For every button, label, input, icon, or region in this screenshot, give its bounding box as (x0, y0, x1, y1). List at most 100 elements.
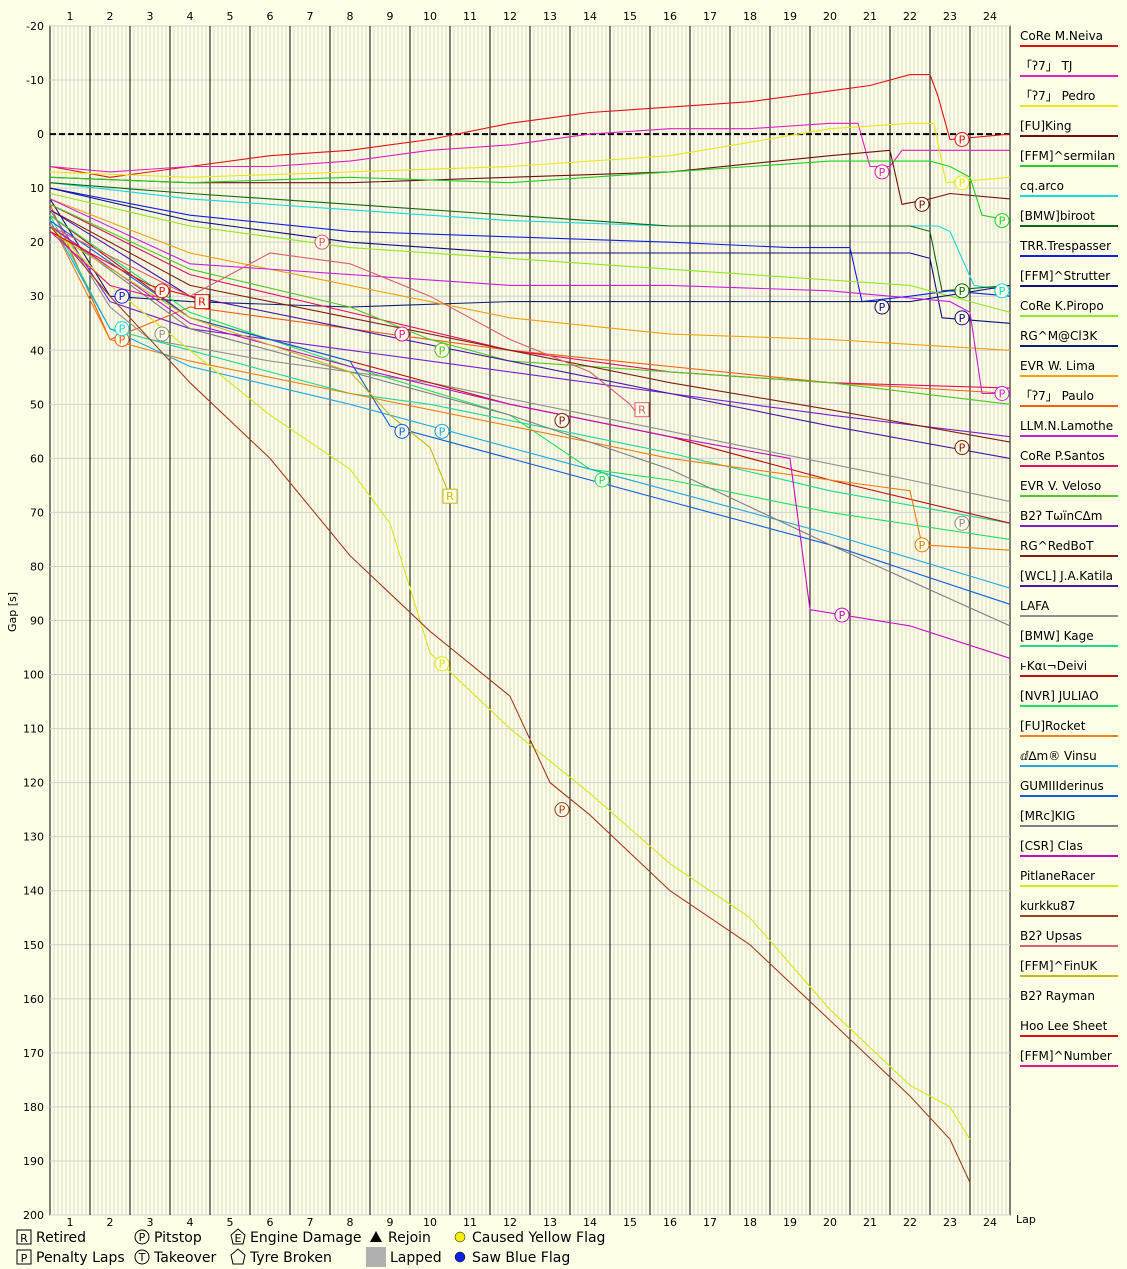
y-tick-label: 0 (37, 128, 44, 141)
axes: -20-100102030405060708090100110120130140… (23, 10, 997, 1229)
legend-entry-label: LAFA (1020, 599, 1050, 613)
y-tick-label: 30 (30, 290, 44, 303)
grid (49, 25, 1011, 1216)
key-pentagon-letter: E (235, 1232, 242, 1245)
key-label: Penalty Laps (36, 1250, 125, 1266)
series-line-27 (49, 225, 1011, 627)
x-tick-label-top: 9 (387, 10, 394, 23)
key-label: Takeover (153, 1250, 216, 1266)
pitstop-marker (154, 326, 170, 342)
key-label: Saw Blue Flag (472, 1250, 570, 1266)
series-line-31 (49, 225, 639, 416)
legend-entry-label: 「ʔ7」 Paulo (1020, 389, 1094, 403)
marker-letter: P (119, 323, 126, 336)
x-tick-label-top: 1 (67, 10, 74, 23)
y-tick-label: 130 (23, 831, 44, 844)
legend-entry-label: [MRc]KIG (1020, 809, 1075, 823)
series-line-4 (49, 149, 1011, 205)
x-tick-label-top: 14 (583, 10, 597, 23)
x-tick-label-bottom: 4 (187, 1216, 194, 1229)
marker-letter: R (198, 296, 206, 309)
key-box-letter: P (21, 1252, 28, 1265)
marker-letter: P (999, 215, 1006, 228)
legend-entry-label: GUMIIIderinus (1020, 779, 1104, 793)
y-tick-label: 70 (30, 506, 44, 519)
legend-entry-label: 「ʔ7」 TJ (1020, 59, 1072, 73)
x-tick-label-bottom: 17 (703, 1216, 717, 1229)
series-line-17 (49, 209, 1011, 438)
x-tick-label-bottom: 9 (387, 1216, 394, 1229)
marker-letter: P (159, 285, 166, 298)
y-tick-label: -20 (26, 20, 44, 33)
x-tick-label-bottom: 24 (983, 1216, 997, 1229)
x-tick-label-bottom: 20 (823, 1216, 837, 1229)
x-tick-label-bottom: 15 (623, 1216, 637, 1229)
key-label: Rejoin (388, 1230, 431, 1246)
legend-entry-label: CoRe M.Neiva (1020, 29, 1103, 43)
pitstop-marker (914, 537, 930, 553)
series-line-3 (49, 122, 1011, 184)
key-box-icon (16, 1229, 32, 1245)
y-tick-label: 140 (23, 885, 44, 898)
marker-letter: P (119, 290, 126, 303)
series-line-18 (49, 209, 1011, 443)
marker-letter: P (119, 333, 126, 346)
legend-entry-label: [BMW]biroot (1020, 209, 1095, 223)
series-line-8 (49, 187, 1011, 303)
legend-entry-label: B2ʔ Upsas (1020, 929, 1082, 943)
pitstop-marker (394, 423, 410, 439)
x-tick-label-bottom: 8 (347, 1216, 354, 1229)
legend-entry-label: Hoo Lee Sheet (1020, 1019, 1108, 1033)
x-tick-label-bottom: 19 (783, 1216, 797, 1229)
marker-letter: P (439, 425, 446, 438)
pitstop-marker (994, 386, 1010, 402)
x-tick-label-top: 21 (863, 10, 877, 23)
key-circle-icon (134, 1229, 150, 1245)
marker-letter: R (638, 404, 646, 417)
legend-entry-label: TRR.Trespasser (1019, 239, 1111, 253)
pitstop-marker (434, 423, 450, 439)
y-tick-label: 160 (23, 993, 44, 1006)
x-tick-label-top: 4 (187, 10, 194, 23)
y-tick-label: 90 (30, 615, 44, 628)
x-tick-label-top: 3 (147, 10, 154, 23)
key-box-letter: R (20, 1232, 28, 1245)
pitstop-marker (954, 283, 970, 299)
marker-letter: P (999, 388, 1006, 401)
x-tick-label-top: 16 (663, 10, 677, 23)
legend-entry-label: B2ʔ Rayman (1020, 989, 1095, 1003)
x-tick-label-bottom: 7 (307, 1216, 314, 1229)
x-tick-label-top: 18 (743, 10, 757, 23)
pitstop-marker (954, 310, 970, 326)
marker-letter: P (559, 804, 566, 817)
pitstop-marker (434, 656, 450, 672)
marker-letter: P (879, 166, 886, 179)
marker-letter: P (959, 133, 966, 146)
series-line-23 (49, 214, 1011, 540)
x-tick-label-top: 24 (983, 10, 997, 23)
x-axis-label: Lap (1016, 1213, 1036, 1226)
key-circle-letter: P (139, 1231, 146, 1244)
x-tick-label-bottom: 1 (67, 1216, 74, 1229)
x-tick-label-bottom: 5 (227, 1216, 234, 1229)
y-tick-label: 190 (23, 1155, 44, 1168)
key-label: Lapped (390, 1250, 442, 1266)
x-tick-label-bottom: 3 (147, 1216, 154, 1229)
marker-letter: P (399, 328, 406, 341)
y-tick-label: 100 (23, 669, 44, 682)
legend-entry-label: B2ʔ TѡïnCΔm (1020, 509, 1102, 523)
marker-letter: P (399, 425, 406, 438)
retired-marker (442, 488, 458, 504)
series-line-5 (49, 160, 1011, 222)
x-tick-label-top: 22 (903, 10, 917, 23)
retired-marker (634, 402, 650, 418)
y-tick-label: 40 (30, 344, 44, 357)
pitstop-marker (954, 175, 970, 191)
pitstop-marker (954, 515, 970, 531)
y-tick-label: 60 (30, 452, 44, 465)
series-line-30 (49, 225, 971, 1183)
pitstop-marker (994, 213, 1010, 229)
legend-entry-label: [FFM]^Number (1020, 1049, 1112, 1063)
x-tick-label-top: 19 (783, 10, 797, 23)
